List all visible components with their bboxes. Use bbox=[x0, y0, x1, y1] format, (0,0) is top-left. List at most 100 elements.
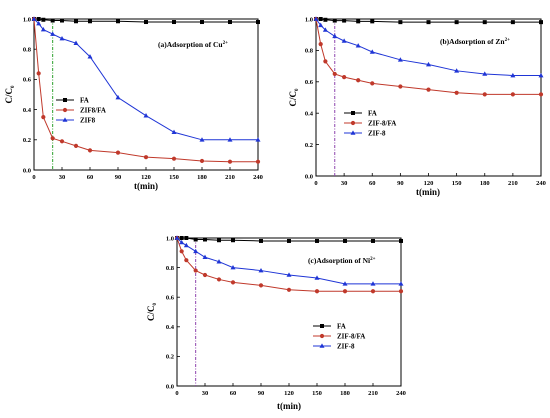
data-point bbox=[323, 17, 328, 22]
data-point bbox=[539, 20, 543, 25]
data-point bbox=[426, 87, 431, 92]
series-zif8 bbox=[31, 16, 261, 142]
legend-marker bbox=[63, 98, 67, 102]
x-tick-label: 210 bbox=[508, 180, 518, 187]
legend-label: ZIF-8 bbox=[368, 130, 386, 138]
data-point bbox=[313, 16, 319, 21]
data-point bbox=[332, 33, 338, 39]
y-tick-label: 0.0 bbox=[166, 383, 174, 390]
data-point bbox=[398, 289, 404, 294]
data-point bbox=[323, 59, 328, 64]
y-axis-label: C/C0 bbox=[288, 88, 300, 107]
data-point bbox=[171, 156, 177, 161]
x-tick-label: 90 bbox=[397, 180, 404, 187]
data-point bbox=[426, 61, 431, 67]
y-axis-label: C/C0 bbox=[4, 85, 16, 104]
data-point bbox=[41, 115, 46, 120]
data-point bbox=[397, 57, 403, 62]
data-point bbox=[200, 20, 204, 25]
data-point bbox=[143, 155, 149, 160]
series-fa bbox=[175, 236, 403, 243]
legend-marker bbox=[319, 343, 325, 348]
x-tick-label: 240 bbox=[536, 180, 546, 187]
data-point bbox=[50, 136, 55, 141]
panel-title: (a)Adsorption of Cu2+ bbox=[158, 40, 228, 49]
y-axis-label-subscript: 0 bbox=[11, 85, 16, 88]
panel-title: (b)Adsorption of Zn2+ bbox=[440, 37, 510, 46]
legend-label: ZIF-8/FA bbox=[337, 333, 365, 341]
data-point bbox=[59, 139, 65, 144]
data-point bbox=[318, 22, 324, 28]
series-fa bbox=[314, 17, 543, 25]
data-point bbox=[115, 94, 121, 100]
legend-label: ZIF-8 bbox=[337, 343, 355, 351]
y-tick-label: 0.4 bbox=[305, 111, 314, 118]
legend-marker bbox=[62, 117, 68, 122]
data-point bbox=[332, 18, 337, 23]
x-tick-label: 30 bbox=[59, 174, 66, 181]
data-point bbox=[258, 267, 264, 273]
data-point bbox=[454, 90, 459, 95]
x-tick-label: 120 bbox=[424, 180, 434, 187]
data-point bbox=[202, 254, 208, 260]
data-point bbox=[184, 236, 189, 240]
data-point bbox=[370, 19, 375, 24]
y-tick-label: 0.6 bbox=[305, 79, 314, 86]
x-tick-label: 0 bbox=[314, 180, 317, 187]
series-line bbox=[315, 18, 541, 77]
x-tick-label: 240 bbox=[253, 174, 263, 181]
data-point bbox=[398, 84, 403, 89]
data-point bbox=[255, 137, 261, 142]
x-tick-label: 210 bbox=[225, 174, 235, 181]
legend: FA ZIF-8/FA ZIF-8 bbox=[313, 323, 365, 351]
data-point bbox=[199, 158, 205, 164]
data-point bbox=[36, 20, 42, 26]
data-point bbox=[356, 19, 361, 24]
legend-marker bbox=[62, 107, 68, 113]
data-point bbox=[342, 289, 348, 294]
data-point bbox=[203, 237, 207, 242]
y-tick-label: 0.8 bbox=[23, 47, 32, 54]
legend-marker bbox=[320, 324, 324, 328]
data-point bbox=[369, 49, 375, 54]
x-tick-label: 150 bbox=[452, 180, 462, 187]
panel-title-superscript: 2+ bbox=[223, 41, 229, 46]
data-point bbox=[398, 281, 404, 286]
legend-marker bbox=[350, 130, 356, 135]
data-point bbox=[74, 19, 78, 24]
data-point bbox=[259, 238, 263, 243]
data-point bbox=[286, 287, 292, 292]
chart-panel-a: 0 30 60 90 120 150 180 210 240 0.0 0.2 0.4 0.6 0.8 1.0… bbox=[4, 16, 263, 191]
data-point bbox=[315, 238, 319, 243]
legend-label: FA bbox=[337, 323, 346, 331]
data-point bbox=[228, 20, 232, 25]
panel-title: (c)Adsorption of Ni2+ bbox=[308, 256, 376, 265]
legend-label: FA bbox=[80, 97, 89, 105]
data-point bbox=[482, 92, 487, 97]
legend: FA ZIF-8/FA ZIF-8 bbox=[344, 110, 396, 138]
data-point bbox=[87, 148, 93, 153]
data-point bbox=[231, 238, 235, 243]
data-point bbox=[73, 40, 79, 45]
data-point bbox=[184, 258, 189, 263]
data-point bbox=[454, 68, 460, 73]
data-point bbox=[227, 137, 233, 142]
x-tick-label: 150 bbox=[312, 390, 322, 397]
data-point bbox=[314, 275, 320, 280]
x-tick-label: 210 bbox=[368, 390, 378, 397]
data-point bbox=[538, 72, 544, 78]
legend-label: FA bbox=[368, 110, 377, 118]
chart-panel-b: 0 30 60 90 120 150 180 210 240 0.0 0.2 0.4 0.6 0.8 1.0… bbox=[288, 16, 546, 197]
data-point bbox=[482, 71, 488, 76]
data-point bbox=[399, 238, 403, 243]
data-point bbox=[143, 113, 149, 118]
data-point bbox=[332, 71, 337, 77]
y-axis-label: C/C0 bbox=[146, 303, 158, 322]
data-point bbox=[256, 20, 260, 25]
series-zif-8 bbox=[174, 235, 404, 286]
y-tick-label: 0.0 bbox=[305, 173, 313, 180]
y-axis-label-subscript: 0 bbox=[153, 303, 158, 306]
data-point bbox=[115, 150, 121, 155]
legend: FA ZIF8/FA ZIF8 bbox=[56, 97, 106, 125]
